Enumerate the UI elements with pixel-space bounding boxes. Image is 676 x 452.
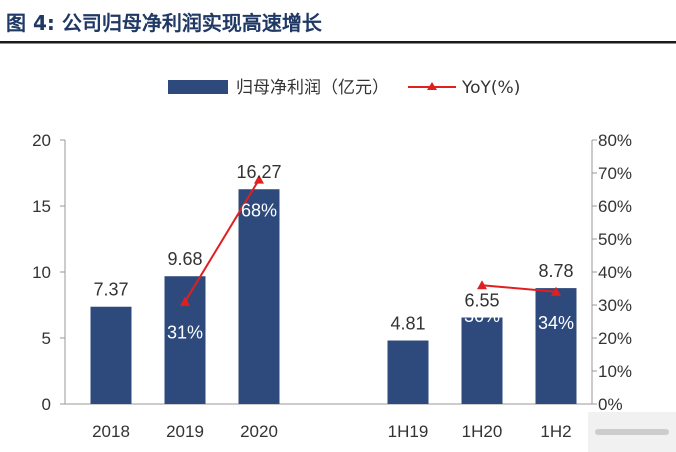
x-tick-label: 2019 xyxy=(166,422,204,441)
figure-title: 图 4: 公司归母净利润实现高速增长 xyxy=(6,11,323,35)
x-tick-label: 1H2 xyxy=(540,422,571,441)
yoy-marker xyxy=(477,280,487,290)
x-tick-label: 2018 xyxy=(92,422,130,441)
bar xyxy=(461,317,503,404)
legend: 归母净利润（亿元） YoY(%) xyxy=(168,78,520,98)
yoy-line-segment xyxy=(481,284,557,293)
right-tick-label: 20% xyxy=(598,329,632,348)
bar-value-label: 7.37 xyxy=(93,280,128,300)
bar-value-label: 16.27 xyxy=(236,162,281,182)
bar xyxy=(90,306,132,404)
yoy-marker xyxy=(254,174,264,184)
legend-bar-swatch xyxy=(168,80,228,94)
left-tick-label: 15 xyxy=(32,197,51,216)
watermark xyxy=(588,412,676,452)
title-rule xyxy=(0,41,676,44)
legend-bar-label: 归母净利润（亿元） xyxy=(236,78,389,98)
bar xyxy=(238,189,280,404)
right-tick-label: 80% xyxy=(598,131,632,150)
bar-value-label: 4.81 xyxy=(390,314,425,334)
bar xyxy=(535,288,577,404)
yoy-marker xyxy=(551,286,561,296)
yoy-value-label: 34% xyxy=(538,313,574,333)
axes: 0 5 10 15 20 0% 10% 20% 30% 40% 50% 60% 70% 80% 2018 20… xyxy=(32,131,632,441)
bar-value-label: 6.55 xyxy=(464,291,499,311)
bar-value-label: 8.78 xyxy=(538,261,573,281)
yoy-line-segment xyxy=(184,179,260,303)
legend-line-label: YoY(%) xyxy=(461,78,520,98)
yoy-value-label: 36% xyxy=(464,306,500,326)
data-labels: 7.37 9.68 16.27 4.81 6.55 8.78 31% 68% 36% 34% xyxy=(93,162,574,342)
left-tick-label: 20 xyxy=(32,131,51,150)
left-tick-label: 5 xyxy=(42,329,51,348)
x-tick-label: 2020 xyxy=(240,422,278,441)
yoy-series xyxy=(180,174,561,306)
right-tick-label: 30% xyxy=(598,296,632,315)
bar-value-label: 9.68 xyxy=(167,249,202,269)
x-tick-label: 1H20 xyxy=(462,422,503,441)
left-tick-label: 0 xyxy=(42,395,51,414)
yoy-value-label: 31% xyxy=(167,323,203,343)
right-tick-label: 0% xyxy=(598,395,623,414)
yoy-marker xyxy=(180,296,190,306)
legend-line-marker xyxy=(427,82,437,90)
right-tick-label: 60% xyxy=(598,197,632,216)
bar xyxy=(387,340,429,404)
right-tick-label: 40% xyxy=(598,263,632,282)
right-tick-label: 70% xyxy=(598,164,632,183)
right-tick-label: 10% xyxy=(598,362,632,381)
left-tick-label: 10 xyxy=(32,263,51,282)
yoy-value-label: 68% xyxy=(241,201,277,221)
right-tick-label: 50% xyxy=(598,230,632,249)
x-tick-label: 1H19 xyxy=(388,422,429,441)
bar-series xyxy=(90,189,577,404)
